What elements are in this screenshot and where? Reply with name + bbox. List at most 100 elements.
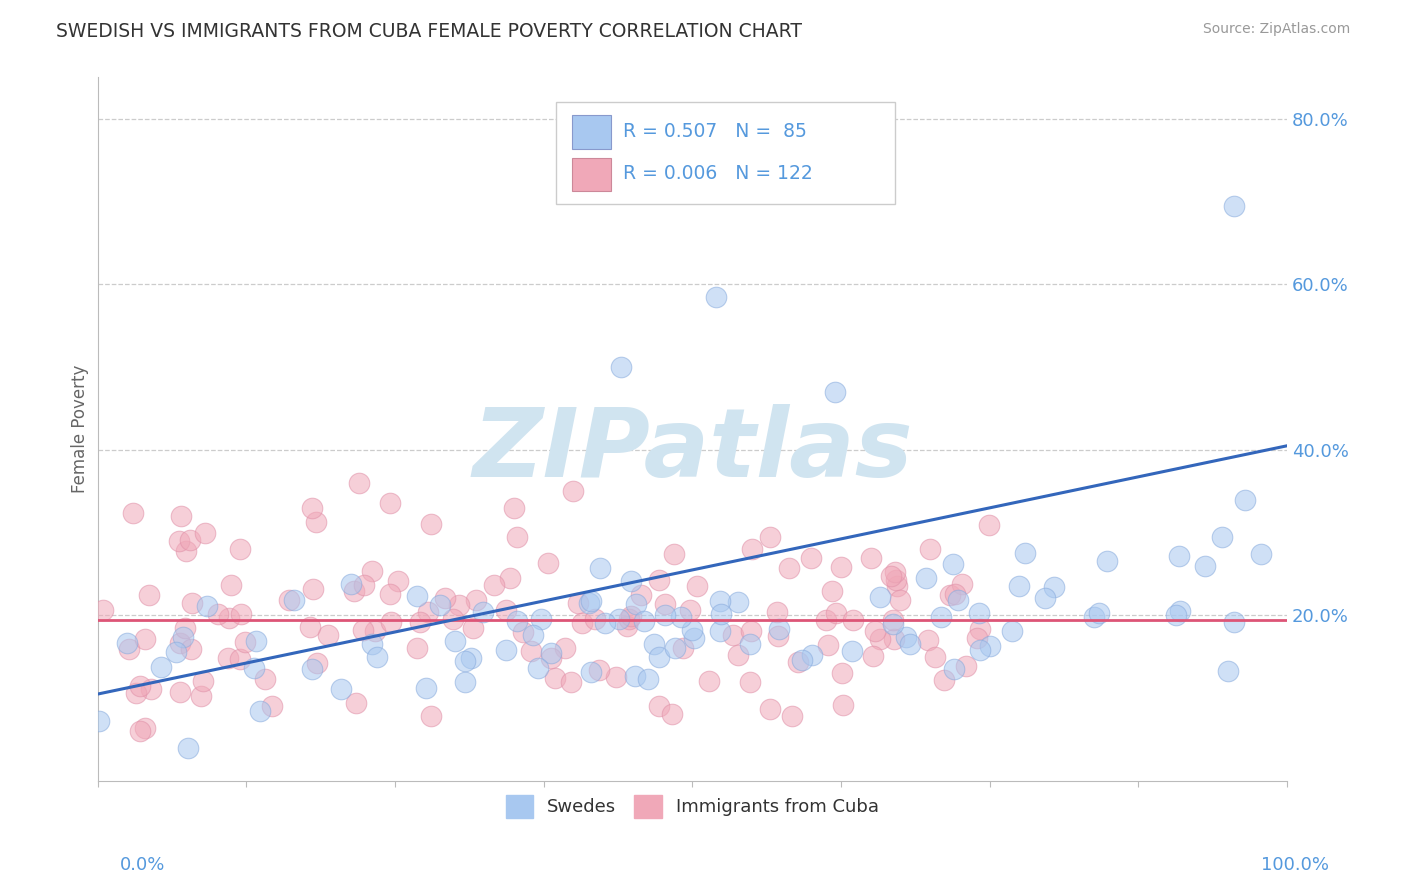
Point: [380, 615, 402, 630]
Point: [624, 668, 647, 682]
Point: [842, 613, 865, 627]
Point: [727, 648, 749, 662]
Point: [709, 624, 731, 638]
Point: [307, 657, 329, 671]
Point: [567, 596, 589, 610]
Point: [931, 610, 953, 624]
Point: [125, 686, 148, 700]
Point: [979, 639, 1001, 653]
Point: [943, 587, 966, 601]
Point: [179, 533, 201, 547]
FancyBboxPatch shape: [555, 102, 894, 204]
Point: [463, 621, 485, 635]
Point: [817, 638, 839, 652]
Point: [195, 599, 218, 613]
Point: [620, 574, 643, 588]
Point: [420, 709, 443, 723]
Point: [378, 587, 401, 601]
Point: [1222, 199, 1244, 213]
Point: [738, 675, 761, 690]
Point: [672, 640, 695, 655]
Point: [544, 671, 567, 685]
Point: [593, 616, 616, 631]
Point: [349, 476, 371, 491]
Point: [472, 605, 495, 619]
Point: [1083, 610, 1105, 624]
Point: [419, 517, 441, 532]
Point: [249, 704, 271, 718]
Point: [170, 509, 193, 524]
Point: [173, 621, 195, 635]
Point: [884, 566, 907, 580]
Point: [301, 500, 323, 515]
Point: [305, 515, 328, 529]
Text: ZIPatlas: ZIPatlas: [472, 404, 912, 497]
Point: [616, 619, 638, 633]
Point: [495, 603, 517, 617]
Point: [633, 615, 655, 629]
Point: [406, 589, 429, 603]
Point: [1042, 580, 1064, 594]
Point: [360, 637, 382, 651]
Point: [174, 543, 197, 558]
Point: [172, 631, 194, 645]
Point: [503, 500, 526, 515]
Point: [118, 642, 141, 657]
Point: [190, 690, 212, 704]
Point: [977, 518, 1000, 533]
Point: [122, 507, 145, 521]
Point: [554, 640, 576, 655]
Point: [882, 617, 904, 632]
Point: [1194, 559, 1216, 574]
Text: SWEDISH VS IMMIGRANTS FROM CUBA FEMALE POVERTY CORRELATION CHART: SWEDISH VS IMMIGRANTS FROM CUBA FEMALE P…: [56, 22, 803, 41]
Point: [654, 597, 676, 611]
Point: [194, 525, 217, 540]
Point: [898, 637, 921, 651]
Point: [316, 628, 339, 642]
Point: [889, 592, 911, 607]
Point: [681, 623, 703, 637]
Point: [231, 607, 253, 621]
Point: [387, 574, 409, 588]
Text: 100.0%: 100.0%: [1261, 855, 1329, 873]
Point: [920, 542, 942, 557]
Point: [139, 681, 162, 696]
Point: [352, 624, 374, 638]
Point: [415, 681, 437, 696]
Point: [946, 593, 969, 607]
Point: [800, 648, 823, 662]
Point: [1250, 547, 1272, 561]
Point: [879, 569, 901, 583]
Point: [343, 584, 366, 599]
Point: [643, 637, 665, 651]
Point: [682, 631, 704, 645]
Point: [138, 588, 160, 602]
Point: [831, 665, 853, 680]
Point: [800, 550, 823, 565]
Point: [924, 650, 946, 665]
Point: [859, 550, 882, 565]
Point: [441, 612, 464, 626]
Point: [759, 701, 782, 715]
Point: [1033, 591, 1056, 606]
Point: [740, 624, 762, 638]
Point: [865, 624, 887, 639]
Point: [630, 588, 652, 602]
Point: [894, 630, 917, 644]
Point: [619, 612, 641, 626]
Point: [520, 644, 543, 658]
Point: [229, 652, 252, 666]
Point: [454, 654, 477, 668]
Point: [217, 651, 239, 665]
Point: [841, 644, 863, 658]
Point: [454, 675, 477, 690]
Point: [134, 632, 156, 647]
Point: [165, 645, 187, 659]
Point: [709, 593, 731, 607]
Point: [409, 615, 432, 629]
Point: [529, 612, 551, 626]
Point: [588, 663, 610, 677]
Legend: Swedes, Immigrants from Cuba: Swedes, Immigrants from Cuba: [499, 789, 886, 825]
Point: [966, 632, 988, 646]
Point: [942, 557, 965, 571]
